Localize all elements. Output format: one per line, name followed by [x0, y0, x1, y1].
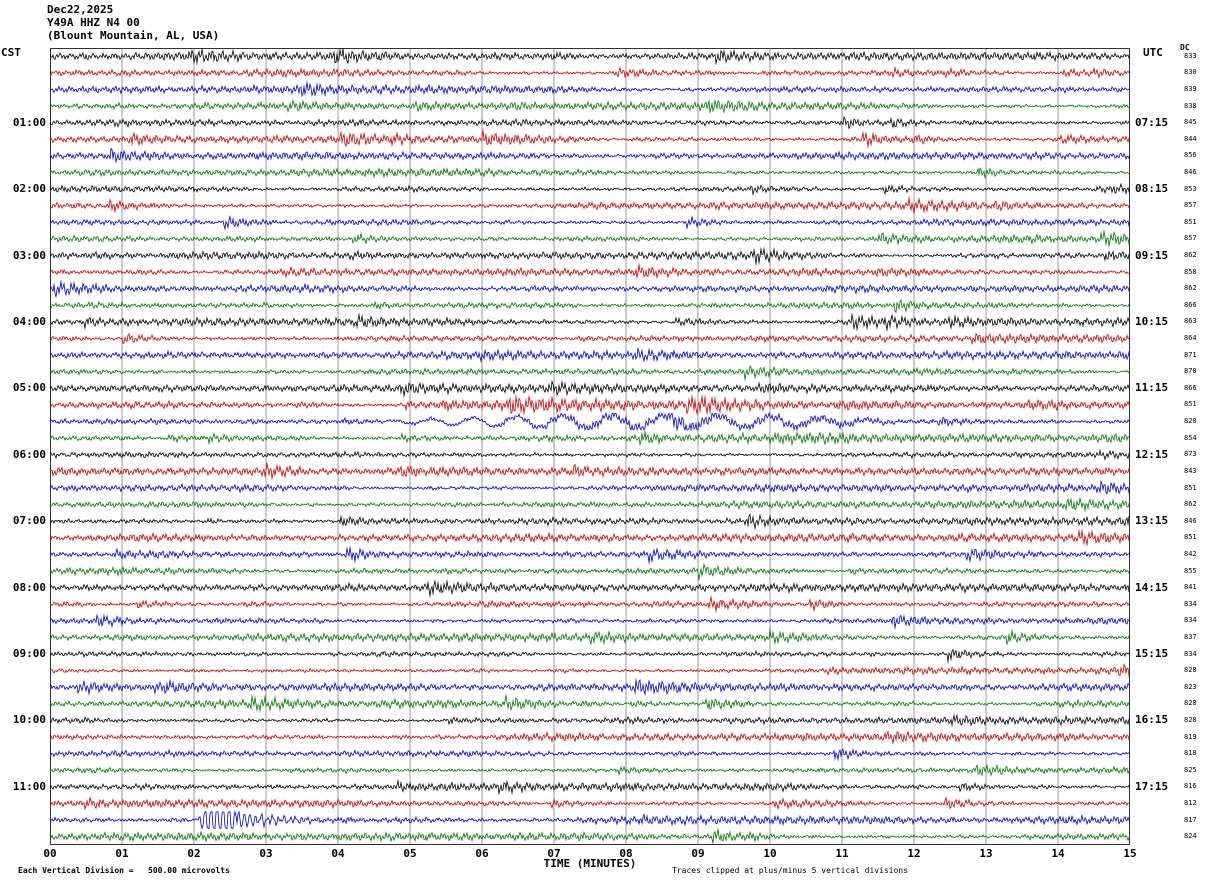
dc-offset-value: 823: [1184, 682, 1197, 691]
hour-label-utc: 16:15: [1135, 713, 1169, 727]
dc-offset-value: 846: [1184, 168, 1197, 177]
hour-label-cst: 05:00: [12, 381, 46, 395]
minute-tick-label: 07: [547, 847, 561, 860]
hour-label-utc: 08:15: [1135, 182, 1169, 196]
hour-label-cst: 08:00: [12, 580, 46, 594]
title-block: Dec22,2025 Y49A HHZ N4 00 (Blount Mounta…: [47, 3, 219, 42]
timezone-left-label: CST: [1, 46, 21, 59]
scale-note: Each Vertical Division = 500.00 microvol…: [18, 866, 230, 875]
dc-offset-value: 844: [1184, 134, 1197, 143]
hour-label-cst: 09:00: [12, 647, 46, 661]
dc-offset-value: 856: [1184, 151, 1197, 160]
dc-offset-value: 818: [1184, 749, 1197, 758]
dc-offset-value: 862: [1184, 500, 1197, 509]
minute-tick-label: 06: [475, 847, 489, 860]
dc-offset-value: 834: [1184, 599, 1197, 608]
dc-offset-value: 825: [1184, 765, 1197, 774]
dc-offset-value: 851: [1184, 483, 1197, 492]
dc-offset-value: 819: [1184, 732, 1197, 741]
dc-offset-value: 817: [1184, 815, 1197, 824]
dc-offset-value: 851: [1184, 533, 1197, 542]
hour-label-utc: 07:15: [1135, 115, 1169, 129]
dc-offset-value: 839: [1184, 85, 1197, 93]
minute-tick-label: 11: [835, 847, 849, 860]
hour-label-utc: 14:15: [1135, 580, 1169, 594]
minute-tick-label: 08: [619, 847, 633, 860]
hour-label-cst: 10:00: [12, 713, 46, 727]
hour-label-cst: 03:00: [12, 248, 46, 262]
minute-tick-label: 01: [115, 847, 129, 860]
dc-offset-value: 862: [1184, 251, 1197, 260]
hour-label-cst: 11:00: [12, 779, 46, 793]
dc-offset-value: 854: [1184, 433, 1197, 442]
dc-offset-value: 870: [1184, 367, 1197, 376]
hour-label-utc: 15:15: [1135, 647, 1169, 661]
dc-offset-value: 824: [1184, 832, 1197, 841]
hour-label-utc: 17:15: [1135, 779, 1169, 793]
hour-label-cst: 01:00: [12, 115, 46, 129]
dc-offset-value: 816: [1184, 782, 1197, 791]
dc-offset-value: 863: [1184, 317, 1197, 326]
minute-tick-label: 04: [331, 847, 345, 860]
hour-label-utc: 13:15: [1135, 514, 1169, 528]
minute-tick-label: 00: [43, 847, 57, 860]
date-label: Dec22,2025: [47, 3, 114, 16]
dc-offset-value: 855: [1184, 566, 1197, 575]
dc-column-header: DC: [1180, 43, 1190, 52]
minute-tick-label: 10: [763, 847, 777, 860]
dc-offset-value: 828: [1184, 715, 1197, 724]
dc-offset-value: 842: [1184, 549, 1197, 558]
dc-offset-value: 812: [1184, 798, 1197, 807]
hour-label-cst: 06:00: [12, 447, 46, 461]
minute-tick-label: 12: [907, 847, 921, 860]
dc-offset-value: 837: [1184, 632, 1197, 641]
hour-label-cst: 04:00: [12, 314, 46, 328]
hour-label-utc: 12:15: [1135, 447, 1169, 461]
dc-offset-value: 866: [1184, 383, 1197, 392]
dc-offset-value: 851: [1184, 400, 1197, 409]
minute-tick-label: 05: [403, 847, 417, 860]
dc-offset-value: 858: [1184, 267, 1197, 276]
minute-tick-label: 03: [259, 847, 273, 860]
dc-offset-value: 828: [1184, 666, 1197, 675]
hour-label-cst: 02:00: [12, 182, 46, 196]
dc-offset-value: 857: [1184, 201, 1197, 210]
minute-tick-label: 15: [1123, 847, 1137, 860]
minute-tick-label: 13: [979, 847, 993, 860]
dc-offset-value: 871: [1184, 350, 1197, 359]
dc-offset-value: 820: [1184, 417, 1197, 426]
station-label: Y49A HHZ N4 00: [47, 16, 140, 29]
dc-offset-value: 830: [1184, 68, 1197, 77]
hour-label-cst: 07:00: [12, 514, 46, 528]
timezone-right-label: UTC: [1143, 46, 1163, 59]
minute-tick-label: 14: [1051, 847, 1065, 860]
dc-offset-value: 841: [1184, 583, 1197, 592]
dc-offset-value: 851: [1184, 217, 1197, 226]
hour-label-utc: 11:15: [1135, 381, 1169, 395]
dc-offset-value: 833: [1184, 51, 1197, 60]
dc-offset-value: 843: [1184, 466, 1197, 475]
helicorder-plot: [50, 48, 1130, 845]
dc-offset-value: 828: [1184, 699, 1197, 708]
dc-offset-value: 864: [1184, 334, 1197, 343]
minute-tick-label: 02: [187, 847, 201, 860]
dc-offset-value: 845: [1184, 118, 1197, 127]
dc-offset-value: 873: [1184, 450, 1197, 459]
dc-offset-value: 862: [1184, 284, 1197, 293]
dc-offset-value: 866: [1184, 300, 1197, 309]
dc-offset-value: 834: [1184, 649, 1197, 658]
location-label: (Blount Mountain, AL, USA): [47, 29, 220, 42]
hour-label-utc: 09:15: [1135, 248, 1169, 262]
clip-note: Traces clipped at plus/minus 5 vertical …: [672, 866, 909, 875]
dc-offset-value: 846: [1184, 516, 1197, 525]
minute-tick-label: 09: [691, 847, 705, 860]
dc-offset-value: 853: [1184, 184, 1197, 193]
dc-offset-value: 834: [1184, 616, 1197, 625]
x-axis-title: TIME (MINUTES): [543, 857, 637, 870]
dc-offset-value: 857: [1184, 234, 1197, 243]
hour-label-utc: 10:15: [1135, 314, 1169, 328]
dc-offset-value: 838: [1184, 101, 1197, 110]
